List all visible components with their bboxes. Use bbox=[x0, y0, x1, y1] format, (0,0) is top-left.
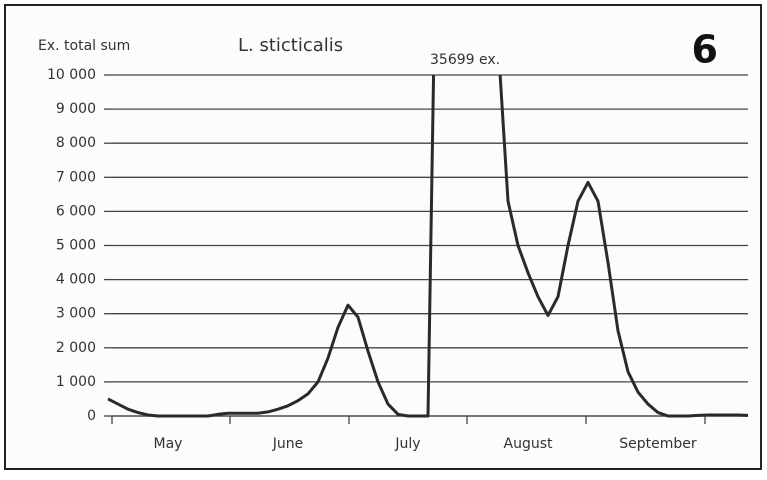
x-tick-label: September bbox=[619, 436, 697, 452]
data-line bbox=[107, 75, 749, 418]
y-tick-label: 5 000 bbox=[56, 238, 96, 254]
y-axis-label: Ex. total sum bbox=[38, 38, 130, 54]
y-tick-label: 6 000 bbox=[56, 203, 96, 219]
y-tick-label: 8 000 bbox=[56, 135, 96, 151]
x-ticks bbox=[111, 416, 706, 424]
x-tick-label: June bbox=[272, 436, 304, 452]
y-tick-label: 0 bbox=[87, 408, 96, 424]
y-tick-label: 7 000 bbox=[56, 169, 96, 185]
panel-label: 6 bbox=[692, 28, 718, 72]
chart-title: L. sticticalis bbox=[238, 35, 343, 56]
y-tick-label: 4 000 bbox=[56, 272, 96, 288]
y-tick-label: 3 000 bbox=[56, 306, 96, 322]
y-tick-label: 9 000 bbox=[56, 101, 96, 117]
x-tick-label: July bbox=[394, 436, 420, 452]
y-tick-label: 10 000 bbox=[47, 67, 96, 83]
y-tick-label: 2 000 bbox=[56, 340, 96, 356]
annotation: 35699 ex. bbox=[430, 52, 500, 68]
x-tick-label: August bbox=[504, 436, 554, 452]
y-tick-label: 1 000 bbox=[56, 374, 96, 390]
x-tick-label: May bbox=[154, 436, 183, 452]
